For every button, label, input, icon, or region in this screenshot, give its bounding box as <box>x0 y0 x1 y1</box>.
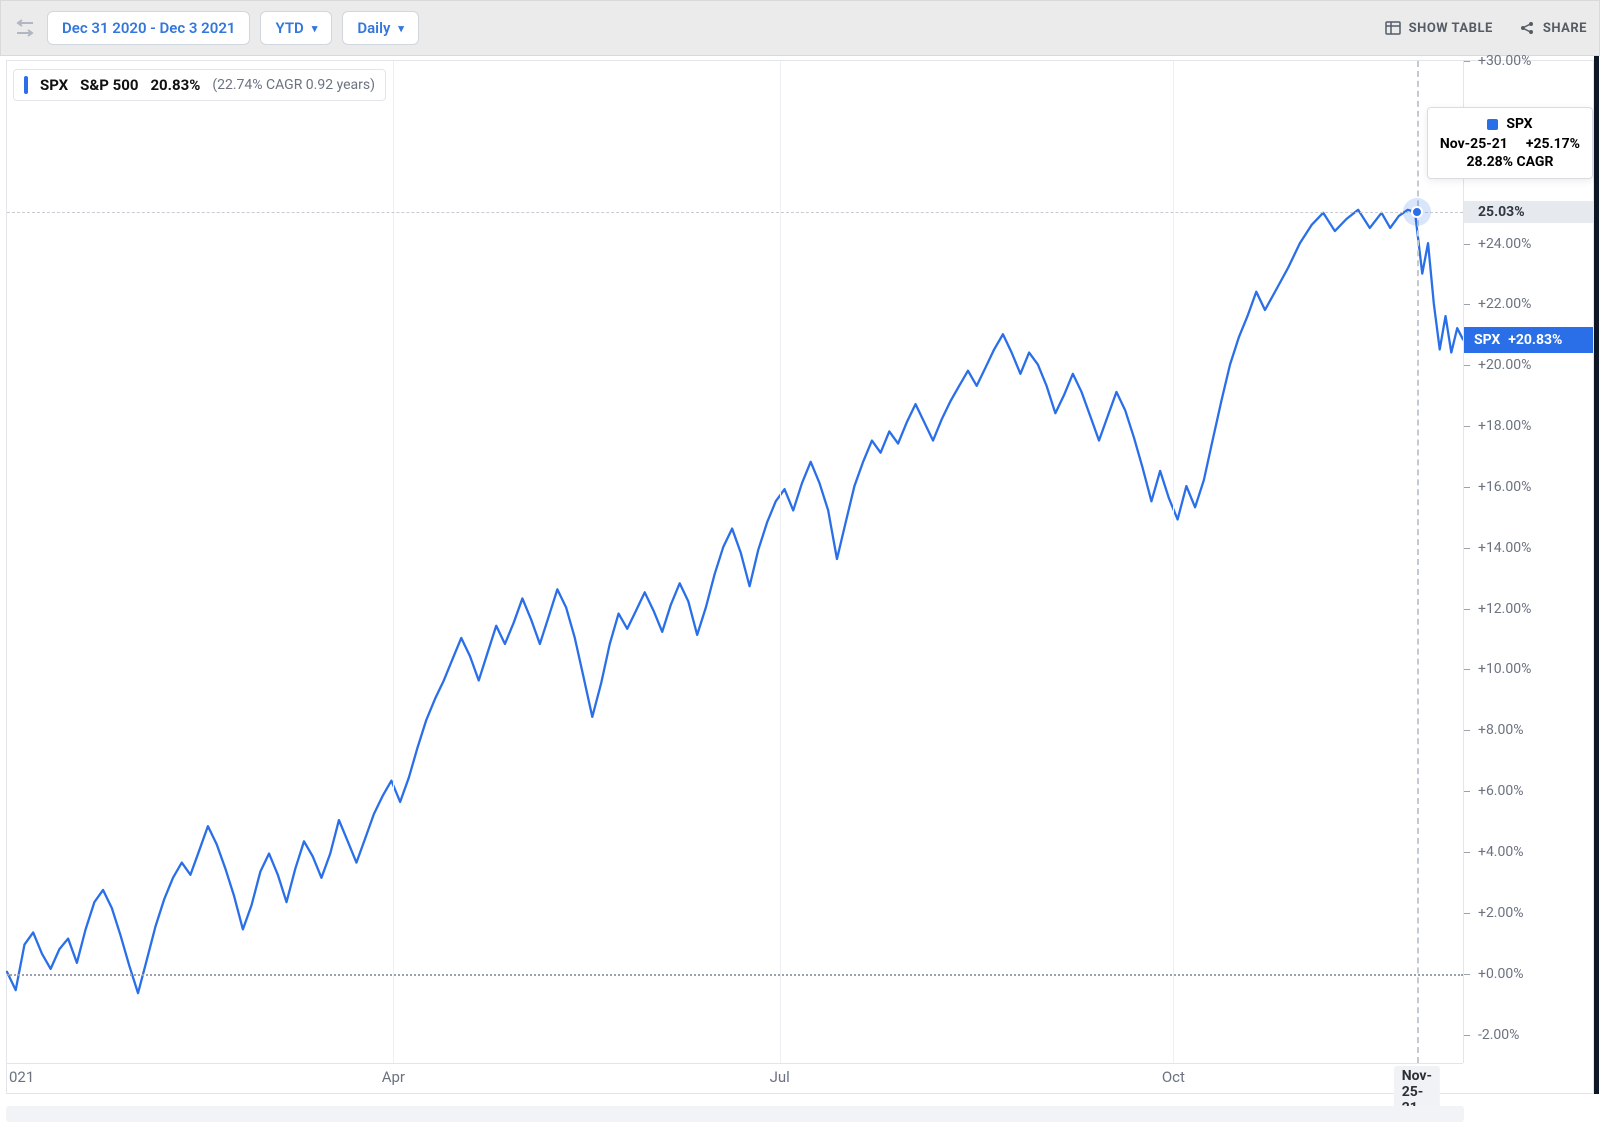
zero-line <box>7 974 1463 976</box>
y-axis-tick: +20.00% <box>1464 357 1593 373</box>
tooltip-date: Nov-25-21 <box>1440 136 1508 152</box>
y-axis-tick: +4.00% <box>1464 844 1593 860</box>
series-color-swatch <box>24 76 28 94</box>
show-table-label: SHOW TABLE <box>1409 21 1493 36</box>
y-axis-tick: +22.00% <box>1464 296 1593 312</box>
share-button[interactable]: SHARE <box>1519 20 1587 36</box>
overview-scrollbar[interactable] <box>6 1106 1464 1122</box>
tooltip-color-swatch <box>1487 119 1498 130</box>
y-axis-tick: +16.00% <box>1464 479 1593 495</box>
hover-horizontal-line <box>7 212 1463 213</box>
series-cagr: (22.74% CAGR 0.92 years) <box>212 77 375 93</box>
toolbar-right: SHOW TABLE SHARE <box>1385 20 1587 36</box>
chevron-down-icon: ▾ <box>398 22 404 35</box>
interval-button[interactable]: Daily ▾ <box>342 11 419 45</box>
series-symbol: SPX <box>40 76 68 94</box>
y-axis-tick: +2.00% <box>1464 905 1593 921</box>
back-icon[interactable] <box>13 16 37 40</box>
show-table-button[interactable]: SHOW TABLE <box>1385 20 1493 36</box>
toolbar: Dec 31 2020 - Dec 3 2021 YTD ▾ Daily ▾ S… <box>0 0 1600 56</box>
y-axis-tick: +30.00% <box>1464 53 1593 69</box>
y-axis-tick: +24.00% <box>1464 236 1593 252</box>
period-button[interactable]: YTD ▾ <box>260 11 332 45</box>
chart-plot-area[interactable] <box>7 61 1463 1063</box>
x-axis-tick: Oct <box>1162 1068 1185 1086</box>
x-axis-tick: 021 <box>9 1068 34 1086</box>
table-icon <box>1385 20 1401 36</box>
y-axis-tick: +10.00% <box>1464 661 1593 677</box>
x-axis: 021AprJulOctNov-25-21 <box>7 1063 1463 1093</box>
y-axis-tick: +0.00% <box>1464 966 1593 982</box>
chart-container: SPX S&P 500 20.83% (22.74% CAGR 0.92 yea… <box>6 60 1594 1094</box>
series-pct: 20.83% <box>150 76 200 94</box>
y-axis-tick: +14.00% <box>1464 540 1593 556</box>
y-axis-tick: +6.00% <box>1464 783 1593 799</box>
right-scrollbar[interactable] <box>1594 56 1599 1094</box>
period-label: YTD <box>275 19 303 37</box>
y-axis-tick: +8.00% <box>1464 722 1593 738</box>
hover-tooltip: SPX Nov-25-21 +25.17% 28.28% CAGR <box>1427 107 1593 179</box>
date-range-button[interactable]: Dec 31 2020 - Dec 3 2021 <box>47 11 250 45</box>
y-axis-tick: +12.00% <box>1464 601 1593 617</box>
tooltip-symbol: SPX <box>1506 116 1532 132</box>
share-icon <box>1519 20 1535 36</box>
tooltip-cagr: 28.28% CAGR <box>1466 154 1553 170</box>
series-name: S&P 500 <box>80 76 138 94</box>
x-axis-tick: Jul <box>770 1068 790 1086</box>
y-axis-hover-badge: 25.03% <box>1464 201 1593 223</box>
hover-marker-dot <box>1411 206 1423 218</box>
interval-label: Daily <box>357 19 390 37</box>
series-info-pill[interactable]: SPX S&P 500 20.83% (22.74% CAGR 0.92 yea… <box>13 69 386 101</box>
tooltip-pct: +25.17% <box>1526 136 1580 152</box>
chevron-down-icon: ▾ <box>312 22 318 35</box>
y-axis-tick: +18.00% <box>1464 418 1593 434</box>
date-range-label: Dec 31 2020 - Dec 3 2021 <box>62 19 235 37</box>
x-axis-tick: Apr <box>382 1068 405 1086</box>
y-axis: +30.00%+24.00%+22.00%+20.00%+18.00%+16.0… <box>1463 61 1593 1063</box>
share-label: SHARE <box>1543 21 1587 36</box>
y-axis-tick: -2.00% <box>1464 1027 1593 1043</box>
y-axis-current-badge: SPX+20.83% <box>1464 327 1593 353</box>
